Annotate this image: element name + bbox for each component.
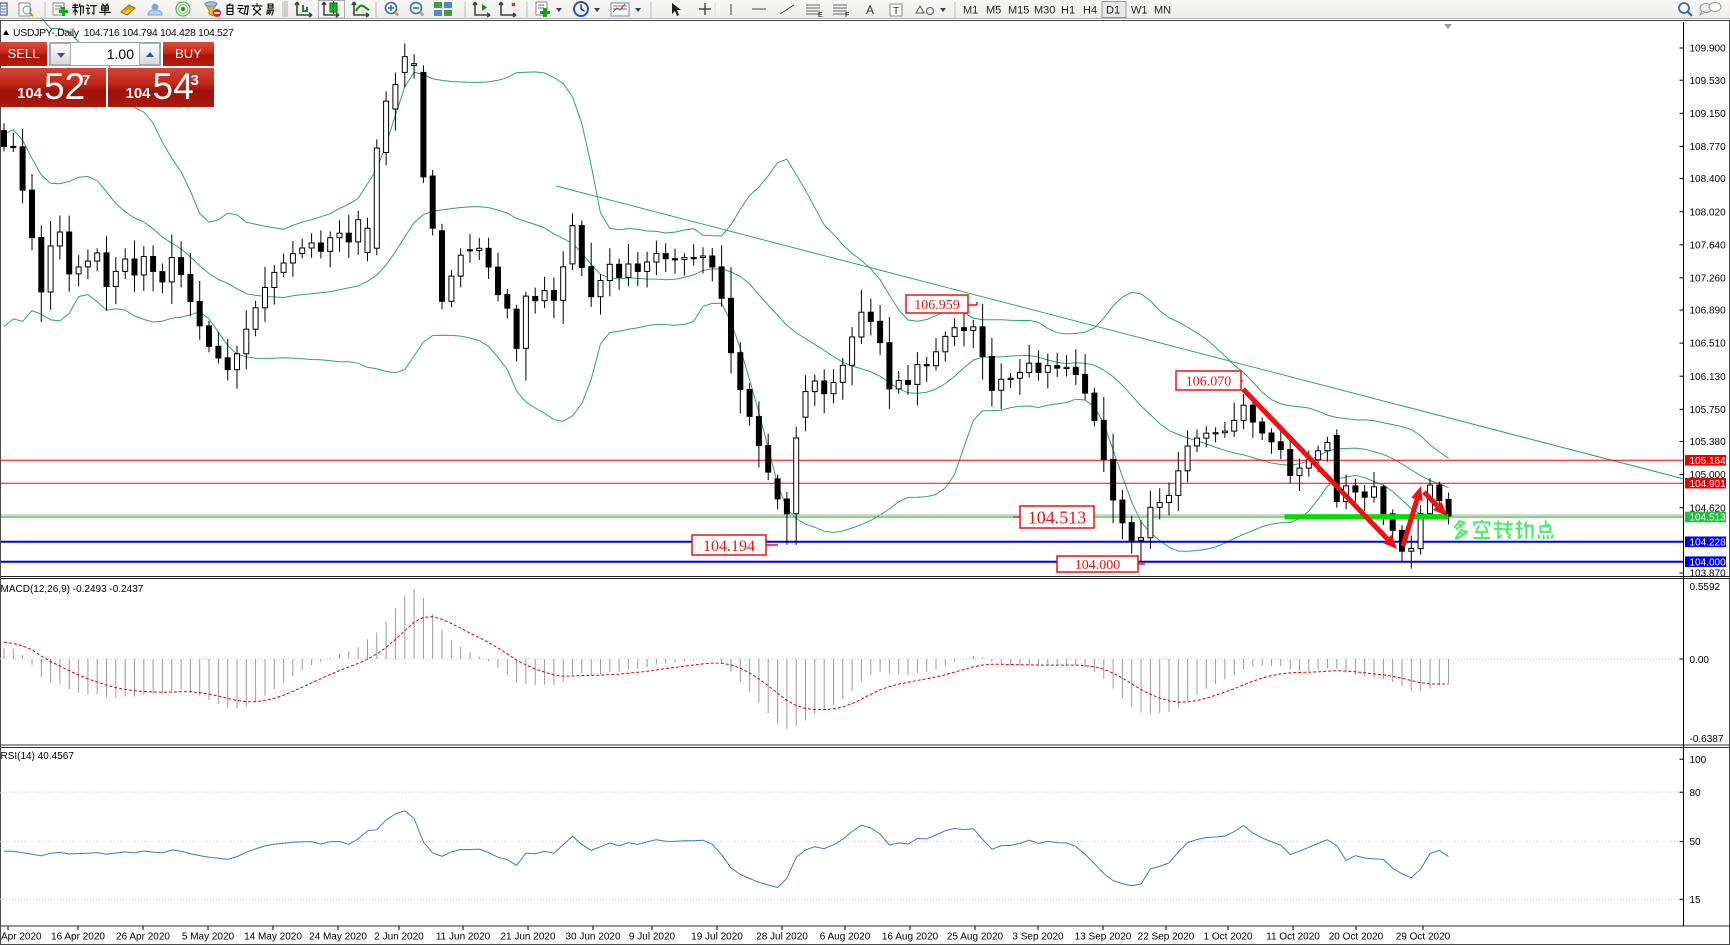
svg-text:28 Jul 2020: 28 Jul 2020 <box>756 932 808 943</box>
svg-text:14 May 2020: 14 May 2020 <box>244 932 302 943</box>
svg-text:104.620: 104.620 <box>1690 503 1727 514</box>
svg-text:W1: W1 <box>1131 5 1148 17</box>
svg-text:109.900: 109.900 <box>1690 44 1727 55</box>
svg-text:21 Jun 2020: 21 Jun 2020 <box>500 932 555 943</box>
svg-text:-0.6387: -0.6387 <box>1690 734 1724 745</box>
svg-text:22 Sep 2020: 22 Sep 2020 <box>1138 932 1195 943</box>
svg-text:13 Sep 2020: 13 Sep 2020 <box>1075 932 1132 943</box>
svg-text:M15: M15 <box>1008 5 1029 17</box>
svg-text:5 May 2020: 5 May 2020 <box>182 932 235 943</box>
svg-text:108.400: 108.400 <box>1690 174 1727 185</box>
svg-text:24 May 2020: 24 May 2020 <box>309 932 367 943</box>
svg-text:16 Aug 2020: 16 Aug 2020 <box>882 932 939 943</box>
svg-text:H1: H1 <box>1061 5 1075 17</box>
svg-text:M30: M30 <box>1034 5 1055 17</box>
svg-text:106.130: 106.130 <box>1690 372 1727 383</box>
svg-text:104.194: 104.194 <box>703 538 755 555</box>
svg-text:104.228: 104.228 <box>1690 537 1727 548</box>
svg-text:106.070: 106.070 <box>1186 375 1232 390</box>
svg-text:109.150: 109.150 <box>1690 109 1727 120</box>
svg-text:100: 100 <box>1690 755 1707 766</box>
svg-text:H4: H4 <box>1083 5 1097 17</box>
svg-text:107.260: 107.260 <box>1690 273 1727 284</box>
svg-text:16 Apr 2020: 16 Apr 2020 <box>51 932 105 943</box>
svg-text:108.020: 108.020 <box>1690 207 1727 218</box>
svg-text:25 Aug 2020: 25 Aug 2020 <box>947 932 1004 943</box>
svg-text:6 Aug 2020: 6 Aug 2020 <box>820 932 871 943</box>
svg-text:103.870: 103.870 <box>1690 569 1727 580</box>
svg-text:M5: M5 <box>986 5 1001 17</box>
svg-text:0.5592: 0.5592 <box>1690 582 1721 593</box>
svg-text:9 Jul 2020: 9 Jul 2020 <box>629 932 676 943</box>
svg-text:105.380: 105.380 <box>1690 437 1727 448</box>
svg-text:T: T <box>893 6 899 17</box>
svg-text:108.770: 108.770 <box>1690 142 1727 153</box>
svg-text:E: E <box>818 12 823 19</box>
svg-text:2 Jun 2020: 2 Jun 2020 <box>374 932 424 943</box>
svg-text:104.513: 104.513 <box>1690 513 1727 524</box>
svg-text:105.750: 105.750 <box>1690 405 1727 416</box>
svg-text:80: 80 <box>1690 788 1702 799</box>
svg-text:50: 50 <box>1690 837 1702 848</box>
svg-text:D1: D1 <box>1106 5 1120 17</box>
svg-text:104.901: 104.901 <box>1690 479 1727 490</box>
svg-text:106.959: 106.959 <box>914 298 960 313</box>
svg-text:104.000: 104.000 <box>1075 558 1121 573</box>
svg-text:29 Oct 2020: 29 Oct 2020 <box>1396 932 1451 943</box>
svg-text:105.000: 105.000 <box>1690 470 1727 481</box>
svg-text:109.530: 109.530 <box>1690 76 1727 87</box>
svg-text:11 Oct 2020: 11 Oct 2020 <box>1266 932 1320 943</box>
svg-text:0.00: 0.00 <box>1690 655 1710 666</box>
svg-text:106.890: 106.890 <box>1690 306 1727 317</box>
svg-text:26 Apr 2020: 26 Apr 2020 <box>116 932 170 943</box>
svg-text:15: 15 <box>1690 895 1702 906</box>
svg-text:RSI(14) 40.4567: RSI(14) 40.4567 <box>1 751 75 762</box>
svg-text:19 Jul 2020: 19 Jul 2020 <box>691 932 743 943</box>
svg-text:A: A <box>866 3 874 17</box>
svg-text:3 Sep 2020: 3 Sep 2020 <box>1012 932 1064 943</box>
svg-text:11 Jun 2020: 11 Jun 2020 <box>436 932 491 943</box>
svg-text:MN: MN <box>1154 5 1171 17</box>
svg-text:104.000: 104.000 <box>1690 557 1727 568</box>
svg-text:F: F <box>845 12 849 19</box>
svg-text:107.640: 107.640 <box>1690 240 1727 251</box>
svg-text:1 Oct 2020: 1 Oct 2020 <box>1204 932 1253 943</box>
svg-text:MACD(12,26,9) -0.2493 -0.2437: MACD(12,26,9) -0.2493 -0.2437 <box>1 584 144 595</box>
svg-text:M1: M1 <box>963 5 978 17</box>
svg-text:105.164: 105.164 <box>1690 456 1727 467</box>
svg-text:20 Oct 2020: 20 Oct 2020 <box>1329 932 1384 943</box>
svg-text:Apr 2020: Apr 2020 <box>1 932 42 943</box>
svg-text:30 Jun 2020: 30 Jun 2020 <box>565 932 620 943</box>
svg-text:104.513: 104.513 <box>1028 508 1087 528</box>
svg-text:106.510: 106.510 <box>1690 339 1727 350</box>
